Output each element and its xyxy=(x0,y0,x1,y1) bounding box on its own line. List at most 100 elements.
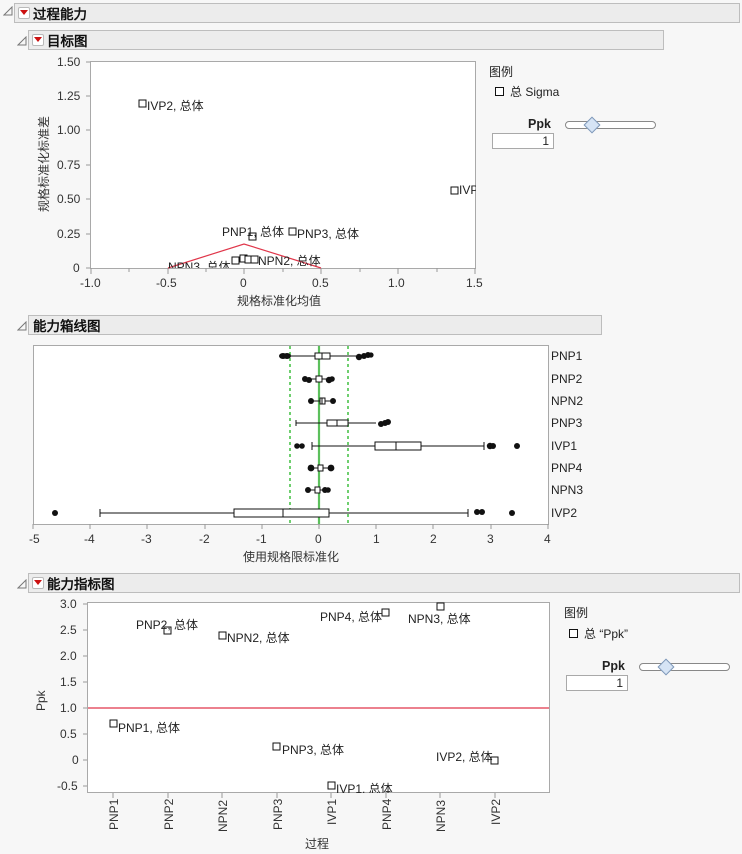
point-label: IVP xyxy=(459,183,476,197)
boxplot-canvas xyxy=(32,346,549,529)
x-tick: 1.0 xyxy=(388,276,405,290)
red-triangle-menu-icon[interactable] xyxy=(32,34,44,46)
x-tick: 0.5 xyxy=(312,276,329,290)
y-tick: 1.50 xyxy=(57,55,81,69)
index-plot-header[interactable]: 能力指标图 xyxy=(28,573,740,593)
goal-plot-canvas xyxy=(86,61,476,274)
y-tick: 0.50 xyxy=(57,192,81,206)
ppk-reference-curve xyxy=(167,243,322,269)
x-axis-title: 过程 xyxy=(305,837,330,851)
point-label: NPN3, 总体 xyxy=(168,260,231,268)
boxplot-header[interactable]: 能力箱线图 xyxy=(28,315,602,335)
y-tick: 0 xyxy=(73,261,80,275)
boxplot-row-label: PNP1 xyxy=(551,349,583,363)
ppk-slider-track[interactable] xyxy=(565,121,656,129)
category-tick: NPN2 xyxy=(216,799,230,832)
goal-plot-frame[interactable] xyxy=(90,61,476,269)
red-triangle-menu-icon[interactable] xyxy=(32,577,44,589)
process-capability-title: 过程能力 xyxy=(33,7,87,22)
x-tick: 0 xyxy=(240,276,247,290)
y-axis-title: 规格标准化标准差 xyxy=(37,115,51,212)
legend-title: 图例 xyxy=(489,65,514,79)
y-axis-title: Ppk xyxy=(34,690,48,711)
category-tick: PNP3 xyxy=(271,798,285,830)
boxplot-row-label: PNP4 xyxy=(551,461,583,475)
x-tick: 0 xyxy=(315,532,322,546)
y-tick: 1.25 xyxy=(57,89,81,103)
x-tick: -4 xyxy=(84,532,95,546)
point-label: PNP2, 总体 xyxy=(136,618,199,632)
boxplot-row-label: PNP2 xyxy=(551,372,583,386)
boxplot-row-label: IVP2 xyxy=(551,506,578,520)
point-label: PNP4, 总体 xyxy=(320,610,383,624)
category-tick: PNP2 xyxy=(162,798,176,830)
legend-item-total-sigma[interactable]: 总 Sigma xyxy=(495,83,559,100)
x-tick: -5 xyxy=(29,532,40,546)
boxplot-frame[interactable] xyxy=(33,345,549,525)
boxplot-row-label: PNP3 xyxy=(551,416,583,430)
y-tick: 1.5 xyxy=(60,675,77,689)
x-tick: -1.0 xyxy=(80,276,101,290)
boxplot-row-label: NPN2 xyxy=(551,394,584,408)
x-tick: -2 xyxy=(199,532,210,546)
category-tick: IVP2 xyxy=(489,798,503,825)
boxplot-row-label: NPN3 xyxy=(551,483,584,497)
legend-label: 总 Sigma xyxy=(510,85,560,99)
y-tick: 1.0 xyxy=(60,701,77,715)
x-tick: -3 xyxy=(141,532,152,546)
category-tick: PNP4 xyxy=(380,798,394,830)
y-tick: 0.75 xyxy=(57,158,81,172)
y-tick: -0.5 xyxy=(57,779,78,793)
collapse-triangle-icon[interactable] xyxy=(3,6,13,16)
x-tick: 3 xyxy=(487,532,494,546)
clipped-label-wrap: IVP1, 总体 xyxy=(336,780,416,793)
point-label: NPN2, 总体 xyxy=(258,254,321,268)
y-tick: 1.00 xyxy=(57,123,81,137)
category-tick: PNP1 xyxy=(107,798,121,830)
goal-plot-header[interactable]: 目标图 xyxy=(28,30,664,50)
collapse-triangle-icon[interactable] xyxy=(17,36,27,46)
legend-title: 图例 xyxy=(564,606,589,620)
red-triangle-menu-icon[interactable] xyxy=(18,7,30,19)
x-tick: 2 xyxy=(430,532,437,546)
point-label: NPN3, 总体 xyxy=(408,612,471,626)
process-capability-header[interactable]: 过程能力 xyxy=(14,3,740,23)
point-label: IVP2, 总体 xyxy=(147,99,204,113)
category-tick: IVP1 xyxy=(325,798,339,825)
collapse-triangle-icon[interactable] xyxy=(17,321,27,331)
ppk-slider-thumb[interactable] xyxy=(657,658,675,676)
index-plot-canvas xyxy=(83,602,549,798)
x-tick: -1 xyxy=(256,532,267,546)
index-plot-title: 能力指标图 xyxy=(47,577,115,592)
x-tick: 1 xyxy=(373,532,380,546)
legend-label: 总 “Ppk” xyxy=(584,627,629,641)
ppk-slider-track[interactable] xyxy=(639,663,730,671)
clipped-label-wrap: NPN3, 总体 xyxy=(168,260,248,268)
legend-item-total-ppk[interactable]: 总 “Ppk” xyxy=(569,625,628,642)
point-label: IVP2, 总体 xyxy=(436,750,493,764)
ppk-value-input[interactable]: 1 xyxy=(566,675,628,691)
ppk-slider-label: Ppk xyxy=(528,117,551,131)
point-label: NPN2, 总体 xyxy=(227,631,290,645)
x-axis-title: 规格标准化均值 xyxy=(237,294,322,308)
collapse-triangle-icon[interactable] xyxy=(17,579,27,589)
x-tick: 4 xyxy=(544,532,551,546)
x-tick: -0.5 xyxy=(156,276,177,290)
point-label: PNP3, 总体 xyxy=(297,227,360,241)
y-tick: 2.5 xyxy=(60,623,77,637)
point-label: IVP1, 总体 xyxy=(336,782,393,793)
point-label: PNP3, 总体 xyxy=(282,743,345,757)
boxplot-row-label: IVP1 xyxy=(551,439,578,453)
ppk-value-input[interactable]: 1 xyxy=(492,133,554,149)
y-tick: 0 xyxy=(72,753,79,767)
y-tick: 2.0 xyxy=(60,649,77,663)
goal-plot-title: 目标图 xyxy=(47,34,88,49)
square-marker-icon xyxy=(569,629,578,638)
x-tick: 1.5 xyxy=(466,276,483,290)
point-label: PNP1, 总体 xyxy=(222,225,285,239)
square-marker-icon xyxy=(495,87,504,96)
y-tick: 0.25 xyxy=(57,227,81,241)
category-tick: NPN3 xyxy=(434,799,448,832)
y-tick: 0.5 xyxy=(60,727,77,741)
x-axis-title: 使用规格限标准化 xyxy=(243,550,340,564)
